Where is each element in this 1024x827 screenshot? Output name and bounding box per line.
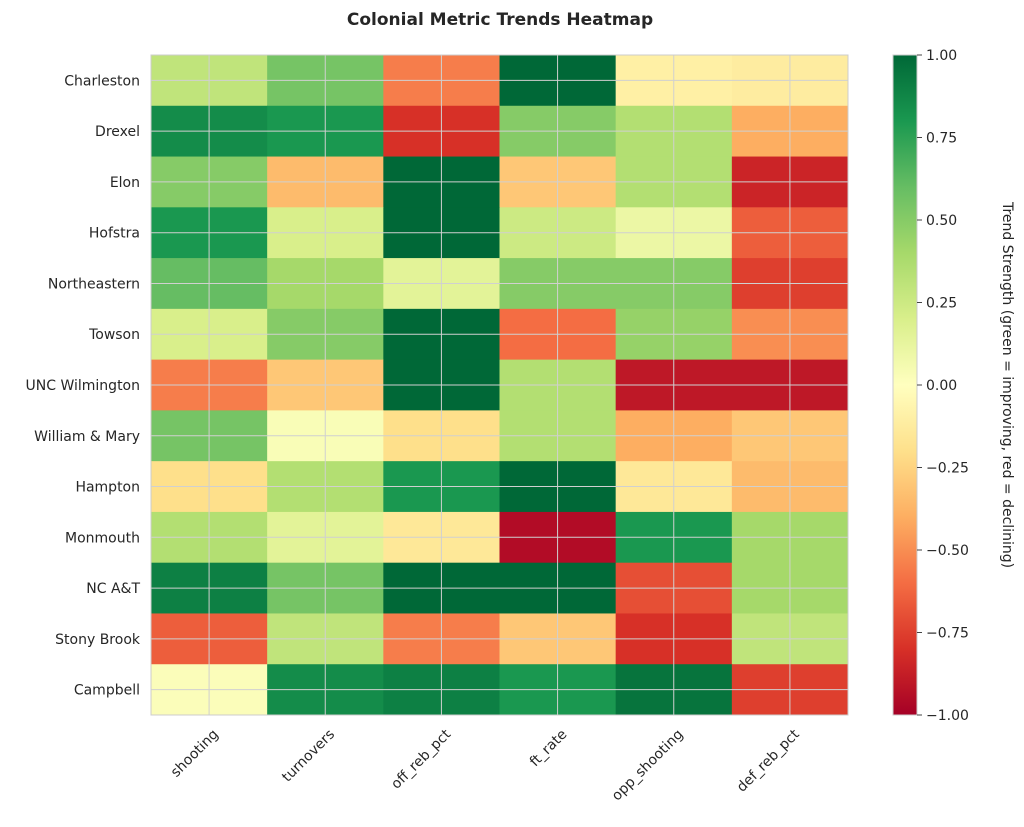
row-label: Drexel (95, 124, 140, 140)
colorbar-tick-label: 0.50 (926, 213, 957, 229)
row-label: Campbell (74, 683, 140, 699)
colorbar-tick-label: −1.00 (926, 708, 969, 724)
colorbar-tick-label: −0.75 (926, 626, 969, 642)
column-label: ft_rate (527, 727, 571, 771)
row-label: Hampton (75, 480, 140, 496)
colorbar-tick-label: 0.25 (926, 296, 957, 312)
row-label: Monmouth (65, 530, 140, 546)
column-label: def_reb_pct (734, 726, 803, 795)
colorbar-tick-label: 0.00 (926, 378, 957, 394)
row-label: Stony Brook (55, 632, 141, 648)
column-label: opp_shooting (609, 727, 687, 805)
colorbar-tick-label: 1.00 (926, 48, 957, 64)
row-label: Charleston (64, 73, 140, 89)
colorbar-tick-label: −0.25 (926, 461, 969, 477)
column-label: off_reb_pct (388, 726, 454, 792)
row-label: William & Mary (34, 429, 140, 445)
row-label: Towson (88, 327, 140, 343)
row-label: NC A&T (86, 581, 140, 597)
row-label: Hofstra (89, 226, 140, 242)
chart-title: Colonial Metric Trends Heatmap (347, 10, 653, 30)
row-label: Northeastern (48, 276, 140, 292)
colorbar-label: Trend Strength (green = improving, red =… (999, 201, 1015, 568)
colorbar-tick-label: 0.75 (926, 131, 957, 147)
row-label: UNC Wilmington (26, 378, 140, 394)
row-label: Elon (110, 175, 140, 191)
column-label: shooting (168, 727, 222, 781)
plot-frame (150, 54, 849, 716)
colorbar-tick-label: −0.50 (926, 543, 969, 559)
colorbar (892, 54, 918, 716)
column-label: turnovers (279, 727, 338, 786)
